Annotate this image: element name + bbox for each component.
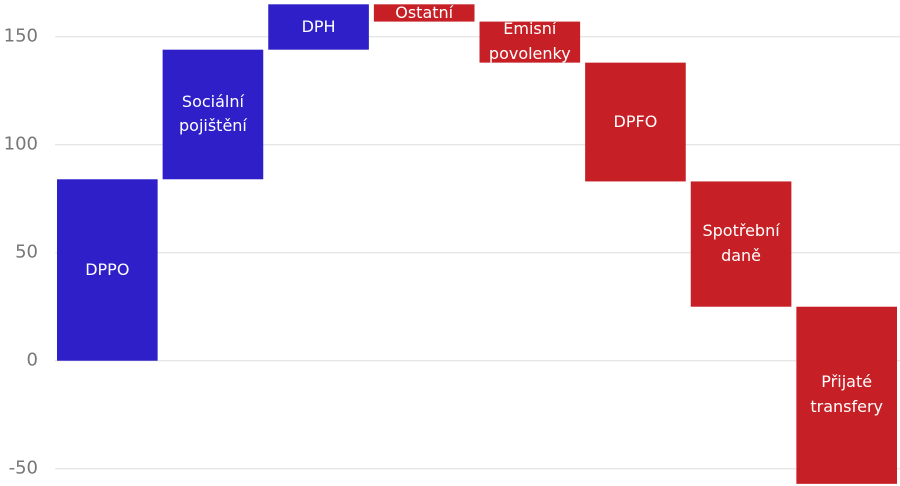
bar bbox=[162, 49, 264, 180]
y-tick-label: -50 bbox=[9, 458, 38, 479]
bar-label: DPPO bbox=[85, 259, 130, 279]
bar-label: Přijaté transfery bbox=[810, 372, 884, 417]
bar-label: Sociální pojištění bbox=[179, 91, 247, 136]
y-tick-label: 150 bbox=[4, 26, 38, 47]
bar bbox=[373, 4, 475, 22]
bar-label: Ostatní bbox=[395, 4, 454, 22]
bar-label: DPH bbox=[301, 16, 336, 36]
bar-label: Emisní povolenky bbox=[488, 21, 571, 63]
bar bbox=[57, 179, 158, 361]
y-tick-label: 50 bbox=[15, 242, 38, 263]
y-tick-label: 0 bbox=[27, 350, 38, 371]
y-tick-label: 100 bbox=[4, 134, 38, 155]
bar bbox=[268, 4, 369, 50]
bar bbox=[585, 62, 686, 182]
bar bbox=[796, 306, 897, 484]
bar bbox=[479, 21, 581, 63]
bar-label: Spotřební daně bbox=[702, 221, 780, 266]
bar-label: DPFO bbox=[613, 111, 658, 131]
bar bbox=[690, 181, 792, 307]
